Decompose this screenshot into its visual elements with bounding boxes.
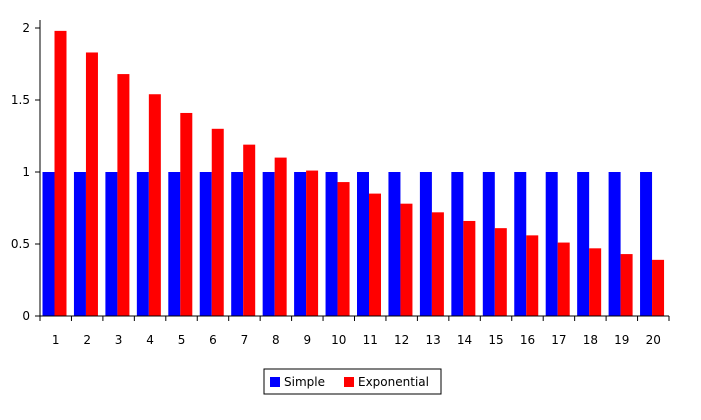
bar-exponential-19	[620, 254, 633, 316]
y-tick-label: 0	[22, 309, 30, 323]
bar-exponential-16	[526, 235, 539, 316]
x-tick-label: 5	[178, 333, 186, 347]
bar-simple-19	[608, 172, 621, 316]
bar-exponential-6	[211, 128, 224, 316]
bar-simple-17	[545, 172, 558, 316]
bar-exponential-14	[463, 220, 476, 316]
bar-exponential-10	[337, 182, 350, 316]
y-axis-ticks: 0 0.5 1 1.5 2	[11, 21, 40, 323]
bar-simple-5	[168, 172, 181, 316]
x-tick-label: 2	[83, 333, 91, 347]
axes-group	[39, 20, 669, 317]
bar-exponential-11	[369, 193, 381, 316]
bar-exponential-3	[117, 74, 130, 316]
bar-simple-3	[105, 172, 118, 316]
x-tick-label: 13	[425, 333, 440, 347]
bar-simple-4	[136, 172, 149, 316]
x-tick-label: 18	[583, 333, 598, 347]
bar-exponential-18	[589, 248, 602, 316]
bar-simple-18	[577, 172, 590, 316]
bar-exponential-20	[652, 259, 665, 316]
bar-exponential-15	[494, 228, 507, 316]
bar-exponential-4	[148, 94, 161, 317]
x-tick-label: 1	[52, 333, 60, 347]
bar-exponential-9	[306, 170, 319, 316]
y-tick-label: 1.5	[11, 93, 30, 107]
legend-label-simple: Simple	[284, 375, 325, 389]
bar-simple-8	[262, 172, 275, 316]
x-tick-label: 7	[241, 333, 249, 347]
bar-simple-20	[640, 172, 653, 316]
bar-simple-10	[325, 172, 338, 316]
x-tick-label: 6	[209, 333, 217, 347]
x-tick-label: 17	[551, 333, 566, 347]
bar-exponential-7	[243, 144, 256, 316]
x-tick-label: 4	[146, 333, 154, 347]
bar-simple-2	[73, 172, 86, 316]
legend-swatch-exponential	[344, 377, 354, 387]
bar-simple-7	[231, 172, 244, 316]
x-tick-label: 10	[331, 333, 346, 347]
bar-exponential-12	[400, 203, 413, 316]
bar-exponential-8	[274, 157, 287, 316]
legend-label-exponential: Exponential	[358, 375, 429, 389]
bars-group	[42, 30, 665, 317]
bar-simple-15	[482, 172, 495, 316]
x-tick-label: 14	[457, 333, 472, 347]
bar-simple-9	[294, 172, 307, 316]
x-tick-label: 15	[488, 333, 503, 347]
bar-simple-6	[199, 172, 212, 316]
y-tick-label: 2	[22, 21, 30, 35]
x-axis-ticks: 1 2 3 4 5 6 7 8 9 10 11 12 13 14 15 16 17 18 19 20	[39, 316, 670, 347]
bar-simple-12	[388, 172, 401, 316]
bar-exponential-1	[54, 30, 67, 316]
x-tick-label: 8	[272, 333, 280, 347]
y-tick-label: 1	[22, 165, 30, 179]
bar-simple-16	[514, 172, 527, 316]
x-tick-label: 12	[394, 333, 409, 347]
x-tick-label: 19	[614, 333, 629, 347]
bar-simple-11	[357, 172, 369, 316]
x-tick-label: 20	[646, 333, 661, 347]
x-tick-label: 9	[304, 333, 312, 347]
x-tick-label: 16	[520, 333, 535, 347]
x-tick-label: 11	[363, 333, 378, 347]
bar-exponential-2	[85, 52, 98, 316]
bar-simple-1	[42, 172, 55, 316]
bar-simple-13	[419, 172, 432, 316]
x-tick-label: 3	[115, 333, 123, 347]
legend-swatch-simple	[270, 377, 280, 387]
bar-simple-14	[451, 172, 464, 316]
legend: Simple Exponential	[263, 368, 442, 395]
bar-exponential-17	[557, 242, 570, 316]
y-tick-label: 0.5	[11, 237, 30, 251]
bar-exponential-5	[180, 112, 193, 317]
bar-exponential-13	[431, 212, 444, 316]
